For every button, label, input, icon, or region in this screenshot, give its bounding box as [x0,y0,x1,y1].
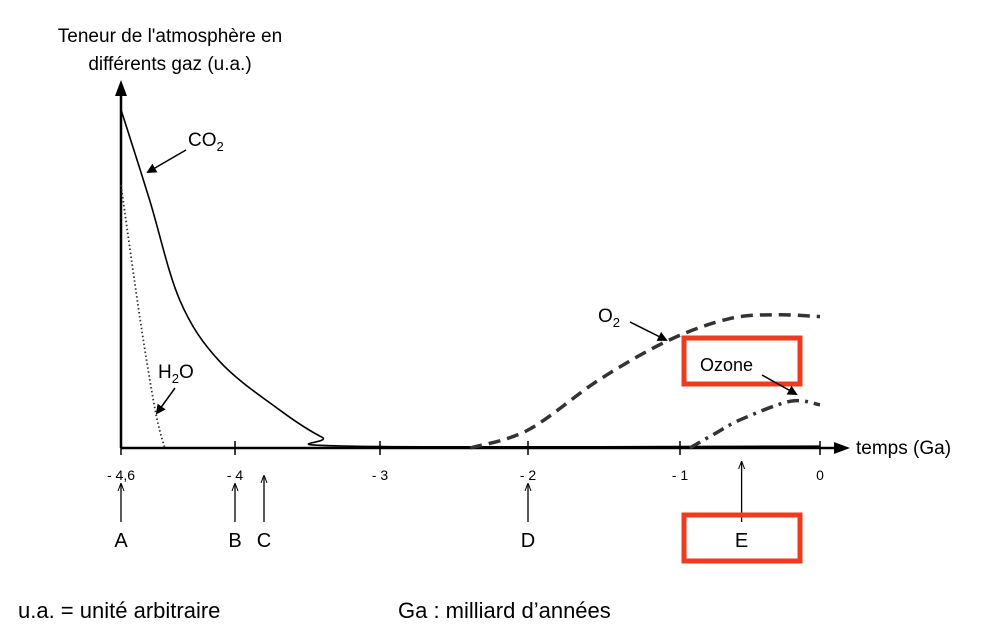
arrow-o2 [629,321,668,341]
x-tick-label: - 3 [372,467,389,483]
x-tick-label: 0 [816,467,824,483]
x-axis-arrow-icon [834,442,850,454]
arrow-ozone [761,374,798,395]
x-tick-label: - 4,6 [107,467,135,483]
marker-label-c: C [257,530,271,552]
x-tick-label: - 4 [227,467,244,483]
label-ozone: Ozone [700,355,753,375]
arrow-h2o [155,387,176,415]
series-line-co2 [120,109,821,448]
label-h2o: H2O [158,362,194,386]
marker-label-d: D [521,530,535,552]
e-highlight-box [681,512,803,564]
x-axis-label: temps (Ga) [856,438,951,459]
y-axis-label-line1: Teneur de l'atmosphère en [58,26,282,47]
x-tick-label: - 2 [520,467,537,483]
footnote-ua: u.a. = unité arbitraire [18,598,220,623]
x-tick-label: - 1 [672,467,689,483]
ozone-highlight-box [681,335,803,387]
series-line-h2o [120,185,166,449]
footnote-ga: Ga : milliard d’années [398,598,611,623]
marker-label-e: E [735,530,748,552]
label-o2: O2 [598,306,620,330]
label-co2: CO2 [188,130,224,154]
y-axis-label-line2: différents gaz (u.a.) [88,54,251,75]
y-axis-arrow-icon [115,80,127,96]
arrow-co2 [146,149,187,174]
series-line-ozone [688,398,821,450]
marker-label-b: B [228,530,241,552]
series-line-o2 [469,313,821,450]
marker-label-a: A [114,530,128,552]
